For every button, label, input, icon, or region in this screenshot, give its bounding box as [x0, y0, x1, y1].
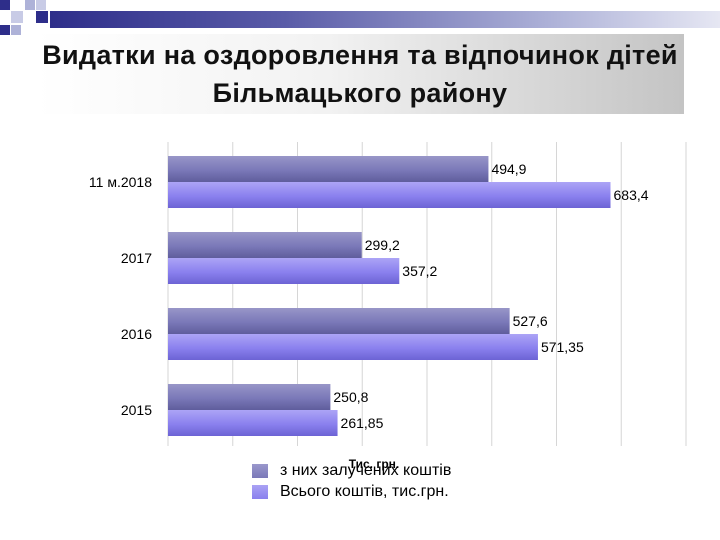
data-label-series-2: 357,2 — [402, 263, 437, 279]
legend-item-series-1: з них залучених коштів — [252, 460, 451, 481]
category-tick-label: 11 м.2018 — [89, 174, 152, 190]
legend-item-series-2: Всього коштів, тис.грн. — [252, 481, 451, 502]
data-label-series-2: 683,4 — [614, 187, 649, 203]
category-tick-label: 2015 — [121, 402, 152, 418]
data-label-series-2: 261,85 — [341, 415, 384, 431]
data-label-series-2: 571,35 — [541, 339, 584, 355]
title-panel: Видатки на оздоровлення та відпочинок ді… — [36, 34, 684, 114]
bar-series-1 — [168, 308, 510, 334]
legend-swatch-series-1 — [252, 463, 268, 478]
chart-title: Видатки на оздоровлення та відпочинок ді… — [42, 40, 678, 108]
legend-label-series-1: з них залучених коштів — [280, 461, 452, 479]
bar-series-1 — [168, 384, 331, 410]
deco-square-dark-2 — [25, 0, 35, 10]
bar-series-1 — [168, 156, 489, 182]
deco-square-dark-3 — [36, 0, 46, 10]
data-label-series-1: 494,9 — [491, 161, 526, 177]
bar-series-2 — [168, 410, 338, 436]
data-label-series-1: 299,2 — [365, 237, 400, 253]
bar-series-1 — [168, 232, 362, 258]
legend: з них залучених коштів Всього коштів, ти… — [252, 460, 451, 502]
bar-series-2 — [168, 258, 400, 284]
data-label-series-1: 527,6 — [513, 313, 548, 329]
bar-series-2 — [168, 182, 611, 208]
deco-gradient-bar — [50, 11, 720, 28]
category-tick-label: 2017 — [121, 250, 152, 266]
category-tick-label: 2016 — [121, 326, 152, 342]
deco-square-light-3 — [11, 25, 21, 35]
deco-square-light-2 — [36, 11, 48, 23]
bar-series-2 — [168, 334, 538, 360]
legend-swatch-series-2 — [252, 484, 268, 499]
x-axis-title: Тис. грн. — [349, 457, 400, 471]
deco-square-dark-4 — [0, 25, 10, 35]
deco-square-dark-1 — [0, 0, 10, 10]
header-decoration — [0, 0, 720, 38]
data-label-series-1: 250,8 — [333, 389, 368, 405]
legend-label-series-2: Всього коштів, тис.грн. — [280, 482, 449, 500]
deco-square-light-1 — [11, 11, 23, 23]
